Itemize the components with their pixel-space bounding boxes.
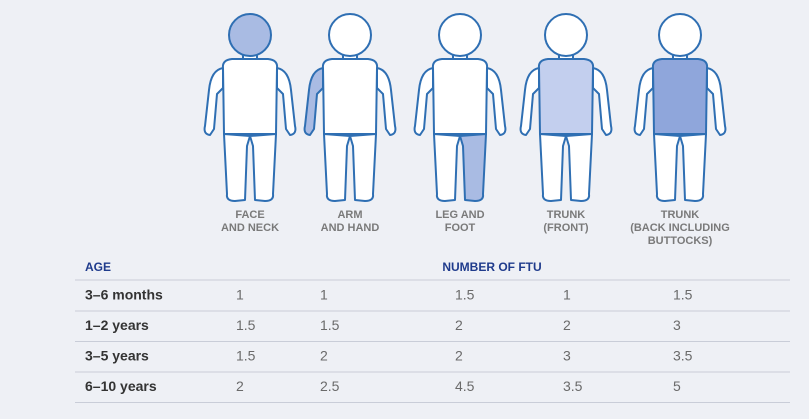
column-label: ARM: [337, 209, 362, 221]
column-label: TRUNK: [661, 209, 700, 221]
ftu-value: 5: [673, 378, 681, 394]
ftu-value: 2.5: [320, 378, 340, 394]
column-label: AND NECK: [221, 222, 279, 234]
age-label: 6–10 years: [85, 378, 157, 394]
age-label: 3–5 years: [85, 348, 149, 364]
ftu-value: 3.5: [673, 348, 693, 364]
body-part: [224, 134, 250, 201]
body-part: [539, 59, 593, 134]
head: [545, 14, 587, 56]
head: [439, 14, 481, 56]
body-part: [350, 134, 376, 201]
body-part: [654, 134, 680, 201]
ftu-value: 2: [455, 348, 463, 364]
ftu-value: 4.5: [455, 378, 475, 394]
ftu-value: 2: [236, 378, 244, 394]
ftu-value: 1: [320, 287, 328, 303]
head: [329, 14, 371, 56]
body-part: [434, 134, 460, 201]
age-label: 3–6 months: [85, 287, 163, 303]
ftu-value: 1: [236, 287, 244, 303]
ftu-value: 2: [563, 317, 571, 333]
body-part: [653, 59, 707, 134]
body-part: [223, 59, 277, 134]
ftu-value: 1.5: [236, 348, 256, 364]
ftu-value: 3: [563, 348, 571, 364]
body-part: [460, 134, 486, 201]
column-label: LEG AND: [435, 209, 484, 221]
body-part: [680, 134, 706, 201]
ftu-value: 2: [320, 348, 328, 364]
ftu-value: 1.5: [673, 287, 693, 303]
body-part: [323, 59, 377, 134]
ftu-table: FACEAND NECKARMAND HANDLEG ANDFOOTTRUNK(…: [0, 0, 809, 419]
body-part: [566, 134, 592, 201]
age-label: 1–2 years: [85, 317, 149, 333]
ftu-value: 3: [673, 317, 681, 333]
column-label: (FRONT): [543, 222, 589, 234]
value-header: NUMBER OF FTU: [442, 260, 541, 274]
ftu-value: 1: [563, 287, 571, 303]
column-label: AND HAND: [321, 222, 380, 234]
ftu-value: 3.5: [563, 378, 583, 394]
ftu-value: 2: [455, 317, 463, 333]
column-label: (BACK INCLUDING: [630, 222, 730, 234]
ftu-value: 1.5: [455, 287, 475, 303]
column-label: FOOT: [445, 222, 476, 234]
head: [659, 14, 701, 56]
body-part: [324, 134, 350, 201]
body-part: [540, 134, 566, 201]
column-label: FACE: [235, 209, 264, 221]
row-header: AGE: [85, 260, 111, 274]
column-label: BUTTOCKS): [648, 235, 713, 247]
head: [229, 14, 271, 56]
ftu-value: 1.5: [236, 317, 256, 333]
body-part: [250, 134, 276, 201]
ftu-value: 1.5: [320, 317, 340, 333]
body-part: [433, 59, 487, 134]
column-label: TRUNK: [547, 209, 586, 221]
